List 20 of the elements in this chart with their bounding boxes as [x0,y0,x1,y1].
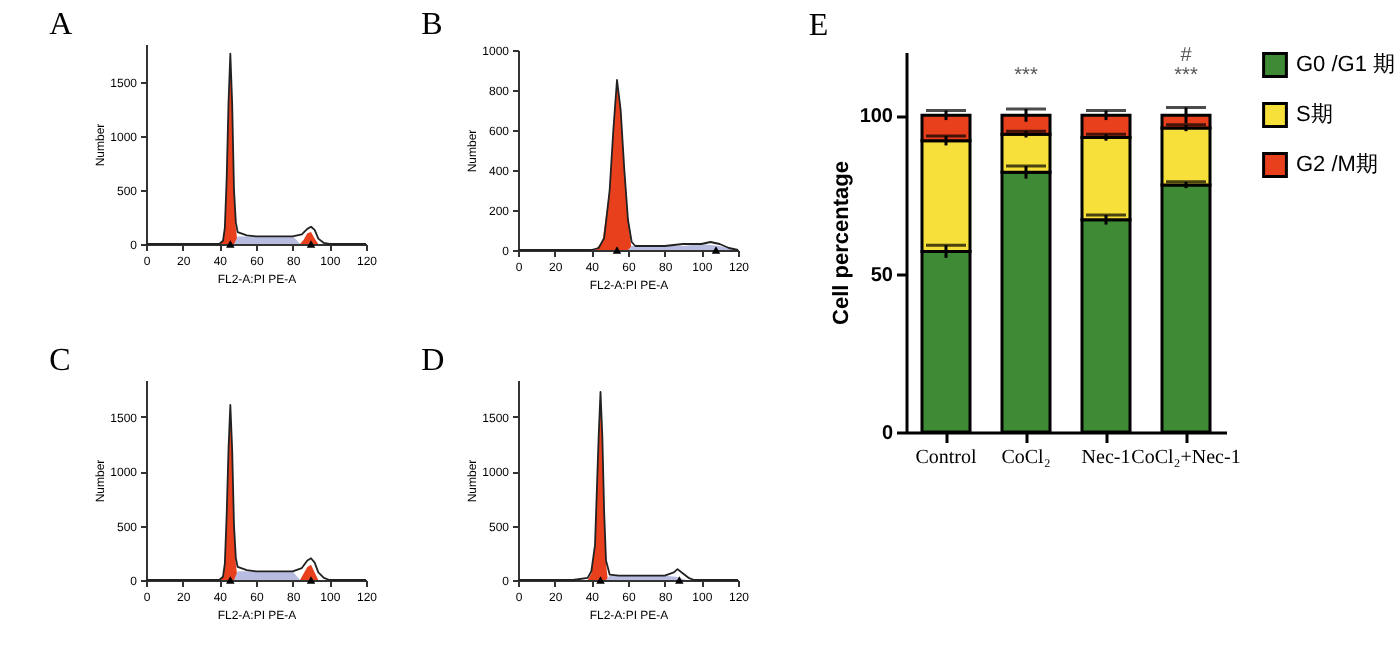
annotation: # [1180,45,1193,68]
chart-title: A [49,8,74,42]
x-tick-label: Control [915,447,977,469]
x-tick-label: CoCl₂+Nec-1 [1131,447,1241,469]
y-axis-title: Cell percentage [829,161,854,325]
y-tick-label: 0 [881,423,894,445]
annotation: *** [1174,65,1198,88]
legend-label: S期 [1296,103,1333,127]
chart-title: E [808,9,829,44]
legend-label: G0 /G1 期 [1296,53,1396,77]
line-series [145,52,367,245]
chart-title: C [49,344,71,378]
y-tick-label: 50 [870,264,894,287]
chart-title: B [421,8,443,42]
annotation: *** [1014,65,1038,88]
y-tick-label: 100 [859,106,894,129]
legend-label: G2 /M期 [1296,153,1378,177]
chart-title: D [421,344,445,378]
x-tick-label: Nec-1 [1081,447,1131,469]
x-tick-label: CoCl₂ [1001,447,1051,469]
